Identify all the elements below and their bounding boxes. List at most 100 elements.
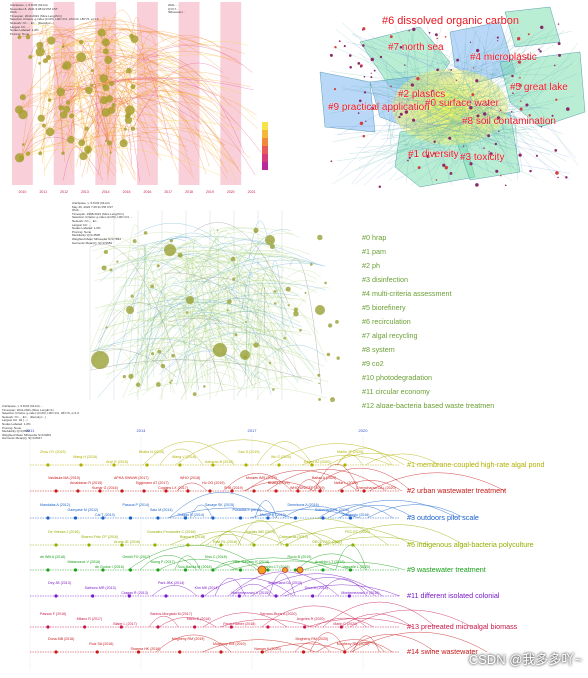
timeline-node	[74, 568, 77, 571]
cluster-node	[371, 58, 374, 61]
year-tick: 2021	[248, 190, 256, 194]
cluster-node	[566, 107, 570, 111]
timeline-node	[186, 543, 189, 546]
year-stripe	[220, 2, 241, 185]
keyword-cluster-label: #10 photodegradation	[362, 373, 432, 382]
keyword-node	[227, 299, 232, 304]
keyword-node	[235, 333, 238, 336]
timeline-ref: Chemcharad CAL (2020)	[356, 486, 396, 490]
keyword-node	[186, 311, 188, 313]
timeline-ref: Matamoros V (2016)	[68, 560, 101, 564]
cluster-label-c4: #4 microplastic	[470, 52, 537, 63]
timeline-lanes: Zhou GY (2015)Wang H (2016)Ariyl R (2018…	[30, 450, 544, 656]
reference-node	[102, 38, 110, 46]
timeline-node	[219, 650, 222, 653]
timeline-ref: SHB (2019)	[224, 486, 243, 490]
timeline-ref: Cai T (2013)	[95, 513, 115, 517]
timeline-ref: Santos-Morgado M (2017)	[150, 612, 192, 616]
cluster-node	[538, 49, 540, 51]
timeline-ref: Passos F (2016)	[40, 612, 66, 616]
timeline-arc	[328, 453, 419, 465]
cluster-node	[404, 64, 405, 65]
cluster-node	[435, 33, 438, 36]
cluster-node	[429, 32, 431, 34]
reference-node	[103, 48, 109, 54]
timeline-node	[46, 463, 49, 466]
cluster-node	[433, 141, 435, 143]
year-tick: 2013	[81, 190, 89, 194]
cluster-link	[352, 131, 395, 184]
reference-node	[56, 87, 65, 96]
reference-node	[79, 40, 83, 44]
keyword-node	[245, 321, 247, 323]
timeline-node	[239, 516, 242, 519]
timeline-ref: Park JBK (2014)	[158, 581, 184, 585]
keyword-cluster-label: #4 multi-criteria assessment	[362, 289, 451, 298]
keyword-node	[286, 287, 291, 292]
timeline-ref: Montemezzani V (2016)	[341, 591, 379, 595]
cluster-node	[558, 54, 561, 57]
keyword-network-summary: CiteSpace, v. 5.8.R3 (64-bit)May 26, 202…	[72, 202, 133, 245]
timeline-ref: Adharan B (2019)	[205, 460, 233, 464]
summary-line: Silhouette=...	[168, 11, 186, 15]
timeline-year-tick: 2017	[248, 428, 258, 433]
timeline-ref: Villar-Navarro E (2018)	[233, 560, 270, 564]
reference-node	[78, 139, 85, 146]
timeline-node	[340, 489, 343, 492]
cluster-label-c5: #5 great lake	[510, 82, 568, 93]
cluster-node	[558, 42, 561, 45]
reference-node	[69, 113, 74, 118]
cluster-hull	[505, 7, 560, 47]
timeline-node	[54, 650, 57, 653]
timeline-ref: Moraes IMS (2019)	[246, 476, 277, 480]
reference-node	[36, 42, 43, 49]
keyword-node	[161, 364, 165, 368]
reference-node	[62, 64, 68, 70]
keyword-edge	[290, 259, 322, 394]
cluster-node	[554, 65, 556, 67]
timeline-cluster-label: #2 urban wastewater treatment	[407, 486, 506, 495]
highlight-node	[297, 567, 303, 573]
cluster-node	[450, 69, 452, 71]
timeline-ref: Angeles R (2020)	[297, 617, 325, 621]
timeline-ref: Mogheny RM (2020)	[337, 642, 370, 646]
cluster-node	[344, 45, 346, 47]
legend-swatch	[262, 122, 268, 130]
year-tick: 2010	[19, 190, 27, 194]
cluster-node	[528, 33, 530, 35]
reference-node	[42, 124, 46, 128]
cluster-node	[555, 99, 557, 101]
highlight-node	[258, 566, 266, 574]
timeline-ref: Reyes AJ (2020)	[304, 460, 331, 464]
keyword-node	[178, 253, 183, 258]
cluster-node	[334, 46, 336, 48]
cluster-node	[436, 179, 438, 181]
timeline-ref: Kim MK (2014)	[195, 586, 219, 590]
timeline-node	[74, 516, 77, 519]
cluster-node	[565, 176, 567, 178]
keyword-node	[269, 362, 271, 364]
timeline-ref: Pascua P (2014)	[123, 503, 150, 507]
reference-node	[46, 128, 55, 137]
reference-node	[28, 55, 32, 59]
timeline-ref: Zhou GY (2015)	[40, 450, 66, 454]
cluster-map-panel: #6 dissolved organic carbon#7 north sea#…	[300, 2, 588, 197]
keyword-node	[104, 250, 108, 254]
timeline-node	[46, 516, 49, 519]
timeline-ref: Montemezzani V (2015)	[231, 591, 269, 595]
keyword-node	[324, 282, 327, 285]
timeline-node	[343, 463, 346, 466]
cluster-node	[456, 80, 457, 81]
timeline-node	[211, 568, 214, 571]
timeline-node	[351, 543, 354, 546]
cluster-node	[557, 177, 559, 179]
timeline-ref: Craggs R (2013)	[121, 591, 148, 595]
keyword-node	[116, 261, 118, 263]
keyword-node	[193, 392, 197, 396]
timeline-node	[79, 463, 82, 466]
cluster-node	[517, 37, 520, 40]
keyword-cluster-label: #7 algal recycling	[362, 331, 418, 340]
cluster-label-c6: #6 dissolved organic carbon	[382, 15, 519, 27]
